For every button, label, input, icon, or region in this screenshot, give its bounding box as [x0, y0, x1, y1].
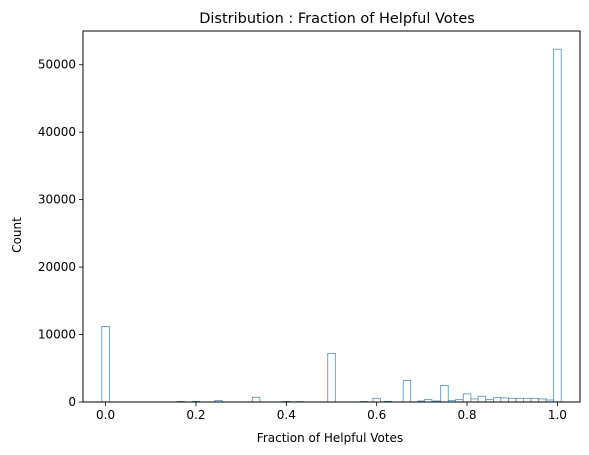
histogram-bar [403, 380, 411, 402]
histogram-bar [373, 398, 381, 402]
x-axis-ticks: 0.0 0.2 0.4 0.6 0.8 1.0 [96, 402, 567, 422]
plot-frame [83, 31, 580, 402]
histogram-bar [554, 49, 562, 402]
histogram-bar [328, 353, 336, 402]
histogram-bar [516, 398, 524, 402]
histogram-bar [102, 326, 110, 402]
histogram-bar [508, 398, 516, 402]
histogram-bar [494, 398, 502, 402]
histogram-bar [531, 398, 539, 402]
histogram-bar [501, 398, 509, 402]
y-tick-label: 50000 [38, 58, 76, 72]
y-axis-ticks: 0 10000 20000 30000 40000 50000 [38, 58, 83, 409]
x-tick-label: 0.2 [186, 408, 205, 422]
y-tick-label: 30000 [38, 193, 76, 207]
histogram-bar [252, 397, 260, 402]
x-axis-label: Fraction of Helpful Votes [257, 431, 403, 445]
y-tick-label: 0 [68, 395, 76, 409]
x-tick-label: 0.0 [96, 408, 115, 422]
y-tick-label: 40000 [38, 125, 76, 139]
histogram-bar [478, 396, 486, 402]
histogram-bar [523, 398, 531, 402]
x-tick-label: 0.8 [457, 408, 476, 422]
histogram-bar [463, 394, 471, 402]
histogram-bar [441, 385, 449, 402]
y-tick-label: 20000 [38, 260, 76, 274]
y-axis-label: Count [10, 217, 24, 253]
chart-title: Distribution : Fraction of Helpful Votes [199, 11, 475, 27]
bars-group [102, 49, 561, 402]
x-tick-label: 0.6 [367, 408, 386, 422]
x-tick-label: 0.4 [277, 408, 296, 422]
y-tick-label: 10000 [38, 328, 76, 342]
x-tick-label: 1.0 [548, 408, 567, 422]
